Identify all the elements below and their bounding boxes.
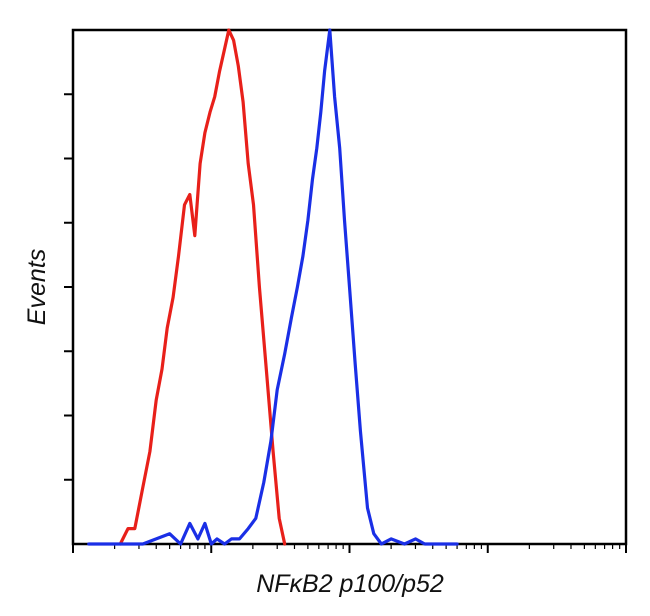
- series-line-blue: [87, 28, 459, 546]
- series-layer: [87, 28, 459, 546]
- series-line-red: [118, 28, 287, 546]
- y-axis-ticks: [64, 93, 73, 481]
- x-axis-ticks: [72, 544, 627, 553]
- y-axis-label: Events: [23, 249, 51, 325]
- x-axis-label: NFκB2 p100/p52: [256, 570, 444, 598]
